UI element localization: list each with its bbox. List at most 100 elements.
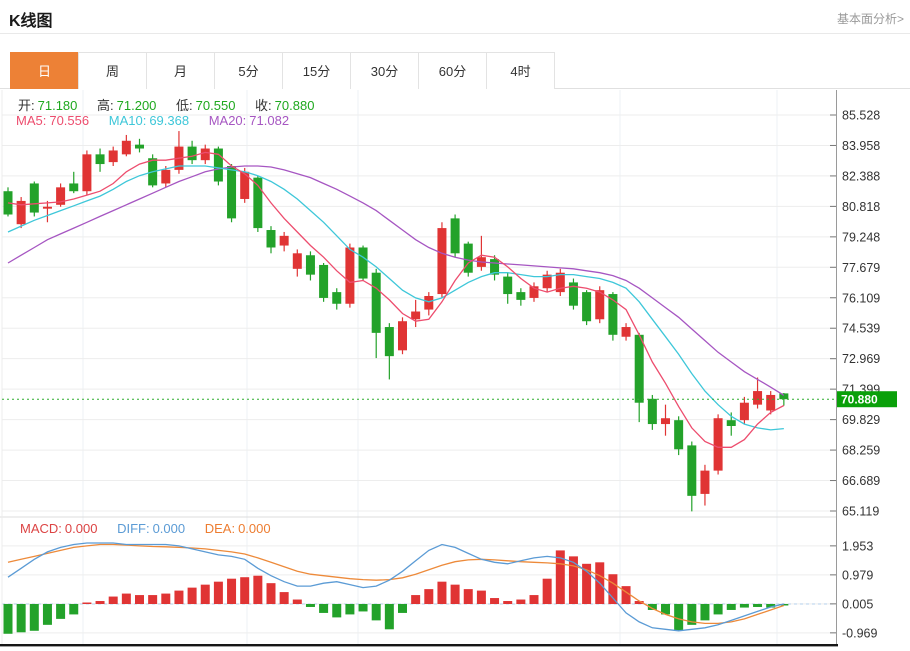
axis-tick-label: 68.259 [842, 444, 880, 458]
macd-histogram-bar [227, 578, 237, 604]
macd-histogram-bar [161, 593, 171, 604]
candle-body [305, 255, 315, 275]
macd-histogram-bar [516, 599, 526, 604]
macd-histogram-bar [634, 601, 644, 604]
macd-histogram-bar [398, 604, 407, 613]
macd-histogram-bar [187, 587, 197, 604]
macd-histogram-bar [450, 584, 460, 604]
candle-body [739, 402, 749, 421]
macd-histogram-bar [739, 604, 749, 608]
candle-body [542, 274, 552, 289]
chart-bottom-border [0, 644, 838, 647]
macd-histogram-bar [29, 604, 39, 631]
macd-histogram-bar [476, 590, 486, 604]
axis-tick-label: 66.689 [842, 474, 880, 488]
tab-month[interactable]: 月 [146, 52, 215, 89]
current-price-badge [837, 391, 897, 408]
fundamental-analysis-link[interactable]: 基本面分析> [836, 12, 904, 26]
macd-histogram-bar [726, 604, 736, 610]
macd-histogram-bar [305, 604, 315, 607]
macd-histogram-bar [69, 604, 79, 615]
axis-tick-label: -0.969 [842, 626, 877, 640]
macd-histogram-bar [279, 592, 289, 604]
candle-body [582, 292, 592, 322]
macd-histogram-bar [674, 604, 684, 631]
macd-histogram-bar [319, 604, 329, 613]
axis-tick-label: 1.953 [842, 539, 873, 553]
tab-week[interactable]: 周 [78, 52, 147, 89]
tab-30min[interactable]: 30分 [350, 52, 419, 89]
axis-tick-label: 80.818 [842, 200, 880, 214]
macd-histogram-bar [503, 601, 513, 604]
macd-histogram-bar [292, 599, 302, 604]
tab-15min[interactable]: 15分 [282, 52, 351, 89]
candle-body [135, 144, 144, 149]
candle-body [529, 286, 539, 298]
macd-histogram-bar [529, 595, 539, 604]
kline-chart[interactable]: 85.528 83.958 82.388 80.818 79.248 77.679 76.1… [0, 90, 910, 651]
macd-histogram-bar [345, 604, 355, 615]
axis-tick-label: 85.528 [842, 109, 880, 123]
macd-histogram-bar [661, 604, 670, 615]
macd-histogram-bar [56, 604, 66, 619]
candle-body [16, 200, 26, 225]
axis-tick-label: 72.969 [842, 352, 880, 366]
macd-histogram-bar [42, 604, 52, 625]
candle-body [187, 146, 197, 161]
axis-tick-label: 79.248 [842, 230, 880, 244]
candle-body [358, 247, 368, 279]
macd-histogram-bar [411, 595, 421, 604]
candle-body [424, 295, 434, 310]
macd-histogram-bar [568, 556, 578, 604]
axis-tick-label: 69.829 [842, 413, 880, 427]
candle-body [674, 420, 684, 450]
candle-body [69, 183, 79, 192]
macd-histogram-bar [174, 590, 184, 604]
macd-histogram-bar [253, 575, 263, 604]
macd-histogram-bar [713, 604, 723, 615]
macd-histogram-bar [135, 595, 144, 604]
macd-histogram-bar [213, 581, 223, 604]
candle-body [661, 418, 670, 425]
macd-histogram-bar [82, 602, 92, 604]
candle-body [292, 253, 302, 269]
candle-body [411, 311, 421, 320]
tab-5min[interactable]: 5分 [214, 52, 283, 89]
macd-histogram-bar [753, 604, 763, 607]
macd-histogram-bar [371, 604, 381, 621]
tab-day[interactable]: 日 [10, 52, 79, 89]
macd-histogram-bar [200, 584, 210, 604]
tab-60min[interactable]: 60分 [418, 52, 487, 89]
candle-body [503, 276, 513, 295]
header: K线图 基本面分析> [0, 0, 910, 34]
macd-histogram-bar [490, 598, 500, 604]
candle-body [371, 272, 381, 333]
candle-body [398, 321, 407, 351]
macd-histogram-bar [384, 604, 394, 630]
axis-tick-label: 76.109 [842, 291, 880, 305]
macd-histogram-bar [463, 589, 473, 604]
candle-body [608, 294, 618, 335]
candle-body [319, 264, 329, 298]
page-title: K线图 [9, 13, 53, 30]
candle-body [108, 150, 118, 163]
candle-body [726, 420, 736, 426]
tab-4hour[interactable]: 4时 [486, 52, 555, 89]
macd-histogram-bar [687, 604, 697, 625]
current-price-badge-label: 70.880 [841, 393, 878, 407]
ma20-line [7, 165, 785, 396]
candle-body [516, 292, 526, 300]
candle-body [766, 394, 776, 411]
macd-histogram-bar [542, 578, 552, 604]
candle-body [713, 418, 723, 471]
macd-histogram-bar [108, 596, 118, 604]
candle-body [647, 398, 657, 425]
candle-body [29, 183, 39, 213]
candle-body [227, 165, 237, 219]
candle-body [490, 259, 500, 275]
candle-body [687, 445, 697, 496]
macd-histogram-bar [779, 604, 789, 606]
candle-body [463, 243, 473, 273]
candle-body [437, 228, 447, 295]
candle-body [753, 391, 763, 405]
